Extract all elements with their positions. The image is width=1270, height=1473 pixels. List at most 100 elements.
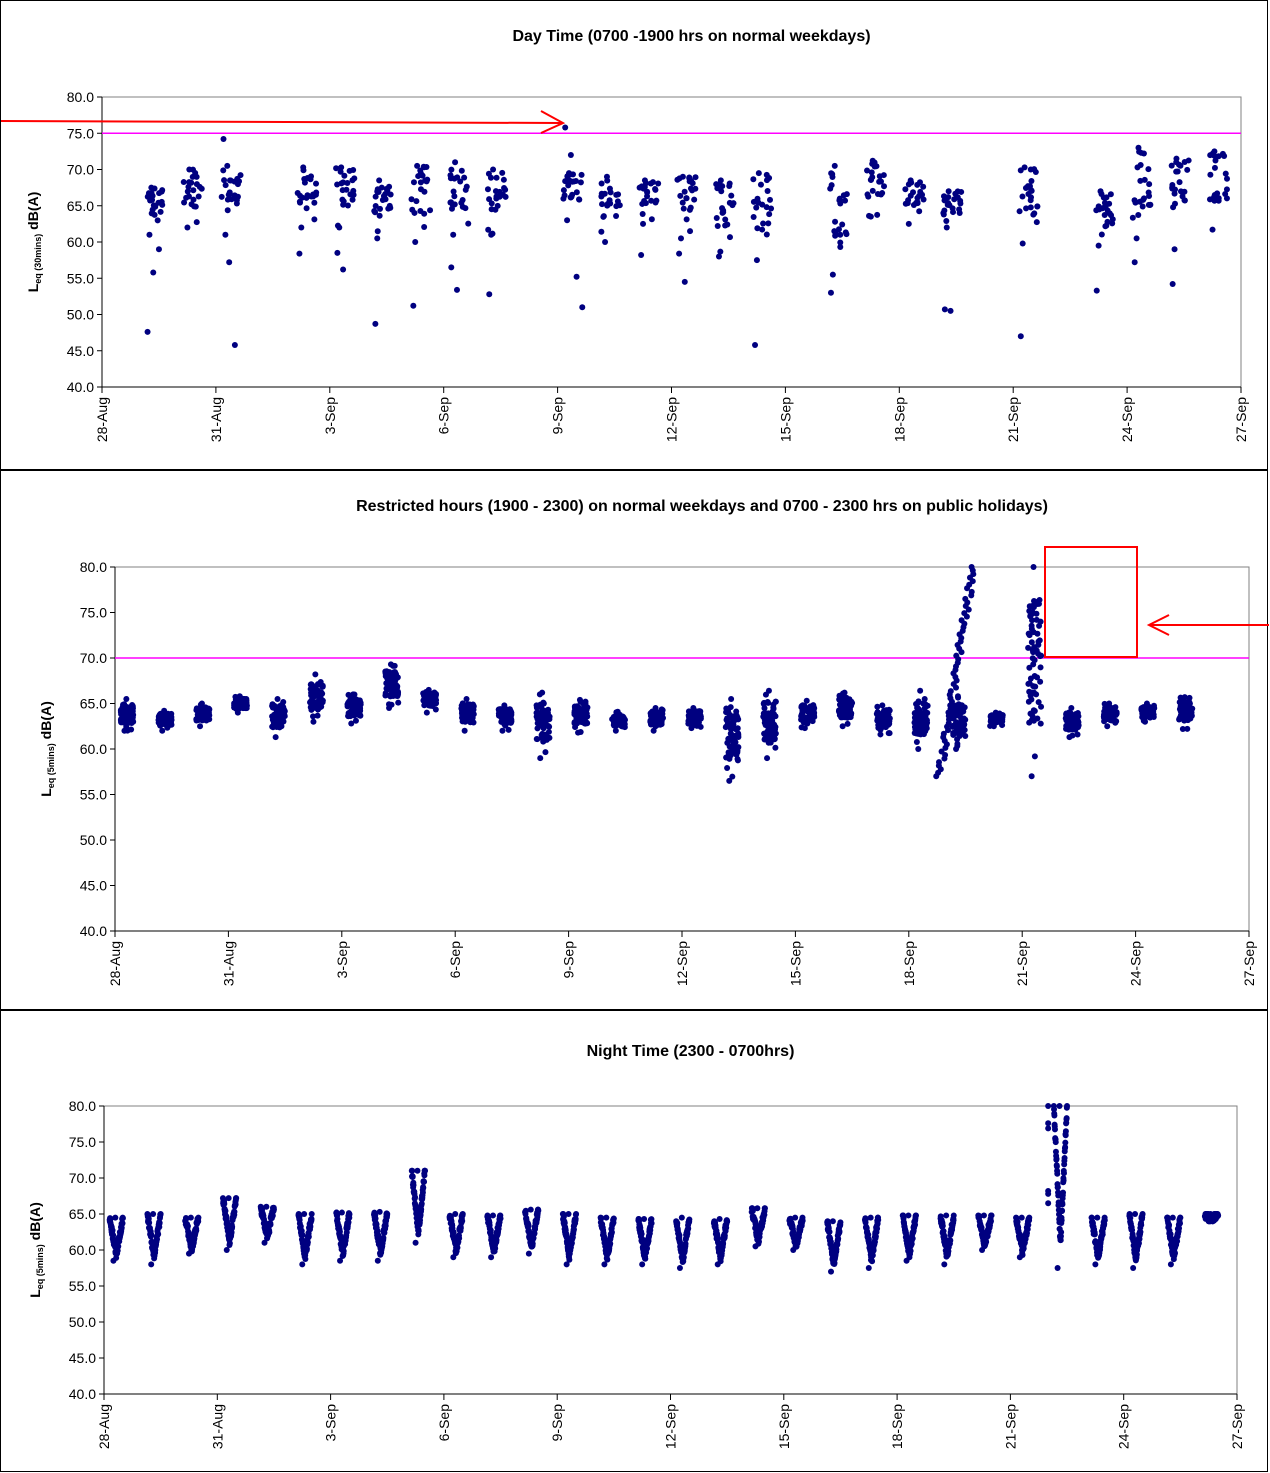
data-point bbox=[310, 713, 316, 719]
data-point bbox=[349, 177, 355, 183]
data-point bbox=[121, 728, 127, 734]
data-point bbox=[161, 708, 167, 714]
data-point bbox=[869, 1258, 875, 1264]
data-point bbox=[902, 186, 908, 192]
data-point bbox=[598, 229, 604, 235]
data-point bbox=[301, 1211, 307, 1217]
data-point bbox=[384, 1211, 390, 1217]
data-point bbox=[450, 232, 456, 238]
data-point bbox=[237, 693, 243, 699]
data-point bbox=[599, 201, 605, 207]
data-point bbox=[723, 724, 729, 730]
data-point bbox=[829, 174, 835, 180]
data-point bbox=[876, 179, 882, 185]
data-point bbox=[829, 182, 835, 188]
data-point bbox=[1037, 679, 1043, 685]
data-point bbox=[112, 1215, 118, 1221]
data-point bbox=[194, 174, 200, 180]
data-point bbox=[946, 188, 952, 194]
data-point bbox=[232, 193, 238, 199]
data-point bbox=[227, 177, 233, 183]
data-point bbox=[1144, 701, 1150, 707]
data-point bbox=[1210, 227, 1216, 233]
y-tick-label: 80.0 bbox=[69, 1098, 96, 1114]
data-point bbox=[755, 199, 761, 205]
data-point bbox=[573, 1211, 579, 1217]
data-point bbox=[577, 715, 583, 721]
data-point bbox=[1168, 1261, 1174, 1267]
y-tick-label: 40.0 bbox=[80, 923, 107, 939]
x-tick-label: 3-Sep bbox=[334, 941, 350, 979]
data-point bbox=[220, 167, 226, 173]
scatter-series bbox=[118, 564, 1195, 784]
data-point bbox=[674, 1220, 680, 1226]
data-point bbox=[688, 725, 694, 731]
data-point bbox=[765, 738, 771, 744]
data-point bbox=[1030, 661, 1036, 667]
data-point bbox=[886, 730, 892, 736]
data-point bbox=[969, 564, 975, 570]
annotation-box bbox=[1045, 547, 1137, 657]
y-tick-label: 65.0 bbox=[69, 1206, 96, 1222]
data-point bbox=[941, 211, 947, 217]
data-point bbox=[1029, 188, 1035, 194]
data-point bbox=[904, 1258, 910, 1264]
data-point bbox=[465, 221, 471, 227]
data-point bbox=[298, 225, 304, 231]
data-point bbox=[270, 722, 276, 728]
data-point bbox=[604, 174, 610, 180]
data-point bbox=[159, 187, 165, 193]
data-point bbox=[466, 702, 472, 708]
data-point bbox=[1032, 708, 1038, 714]
data-point bbox=[758, 182, 764, 188]
data-point bbox=[1034, 716, 1040, 722]
data-point bbox=[376, 177, 382, 183]
data-point bbox=[1177, 1220, 1183, 1226]
data-point bbox=[915, 746, 921, 752]
data-point bbox=[1211, 148, 1217, 154]
data-point bbox=[337, 1258, 343, 1264]
annotation-arrow-line bbox=[1, 121, 561, 123]
data-point bbox=[150, 1211, 156, 1217]
data-point bbox=[231, 1209, 237, 1215]
data-point-outlier bbox=[150, 269, 156, 275]
data-point bbox=[311, 200, 317, 206]
data-point bbox=[790, 1247, 796, 1253]
data-point bbox=[1172, 246, 1178, 252]
data-point bbox=[501, 177, 507, 183]
data-point bbox=[386, 705, 392, 711]
data-point bbox=[388, 192, 394, 198]
data-point bbox=[452, 159, 458, 165]
data-point bbox=[652, 187, 658, 193]
data-point bbox=[1103, 194, 1109, 200]
data-point bbox=[573, 719, 579, 725]
data-point bbox=[1030, 649, 1036, 655]
data-point bbox=[1060, 1190, 1066, 1196]
data-point bbox=[194, 219, 200, 225]
data-point bbox=[146, 232, 152, 238]
data-point bbox=[1172, 191, 1178, 197]
data-point bbox=[690, 705, 696, 711]
data-point bbox=[565, 182, 571, 188]
data-point bbox=[300, 164, 306, 170]
data-point bbox=[655, 180, 661, 186]
data-point bbox=[149, 210, 155, 216]
data-point bbox=[233, 702, 239, 708]
data-point bbox=[448, 175, 454, 181]
data-point bbox=[501, 716, 507, 722]
y-tick-label: 70.0 bbox=[69, 1170, 96, 1186]
data-point bbox=[424, 696, 430, 702]
data-point bbox=[158, 209, 164, 215]
data-point bbox=[223, 182, 229, 188]
data-point bbox=[427, 207, 433, 213]
data-point bbox=[728, 715, 734, 721]
data-point bbox=[718, 177, 724, 183]
x-tick-label: 3-Sep bbox=[322, 397, 338, 435]
data-point bbox=[299, 1232, 305, 1238]
data-point bbox=[728, 696, 734, 702]
data-point bbox=[772, 736, 778, 742]
data-point bbox=[836, 1228, 842, 1234]
data-point bbox=[386, 184, 392, 190]
data-point bbox=[988, 1218, 994, 1224]
data-point bbox=[649, 216, 655, 222]
